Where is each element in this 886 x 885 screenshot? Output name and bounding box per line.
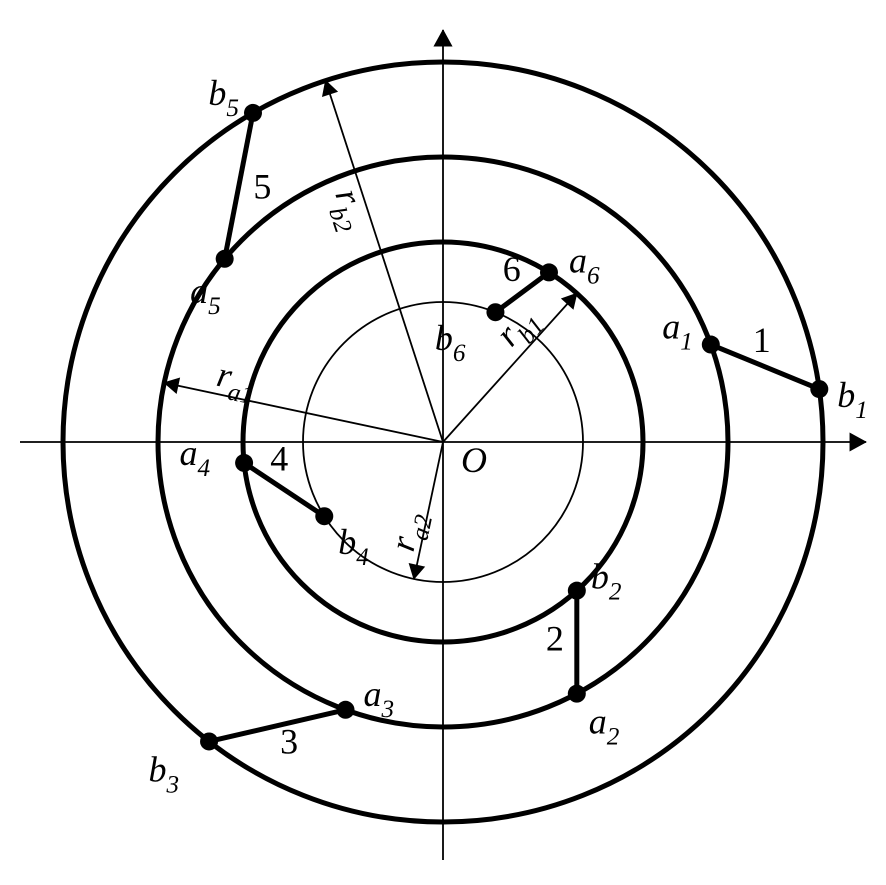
- radius-r_b1: [443, 293, 577, 442]
- label-point-b5: b5: [208, 73, 239, 122]
- edge-label-4: 4: [270, 438, 288, 478]
- label-point-b4: b4: [338, 522, 369, 571]
- label-point-a2: a2: [589, 702, 620, 751]
- label-point-b6: b6: [435, 318, 466, 367]
- label-point-b2: b2: [591, 557, 622, 606]
- diagram-svg: ra1rb2rb1ra2a1b1a2b2a3b3a4b4a5b5a6b61234…: [0, 0, 886, 885]
- edge-5: [225, 113, 253, 259]
- label-point-b1: b1: [837, 375, 868, 424]
- label-point-a1: a1: [662, 307, 693, 356]
- label-point-a4: a4: [180, 433, 211, 482]
- radius-r_b2: [326, 81, 443, 442]
- label-origin: O: [461, 440, 487, 480]
- edge-label-5: 5: [253, 167, 271, 207]
- edge-label-1: 1: [753, 320, 771, 360]
- edge-3: [209, 710, 345, 742]
- label-point-a6: a6: [569, 241, 600, 290]
- label-point-b3: b3: [148, 750, 179, 799]
- edge-label-2: 2: [546, 618, 564, 658]
- label-r_a2: ra2: [382, 508, 438, 557]
- radius-r_a2: [414, 442, 443, 579]
- label-point-a5: a5: [190, 271, 221, 320]
- edge-label-6: 6: [503, 249, 521, 289]
- edge-label-3: 3: [280, 722, 298, 762]
